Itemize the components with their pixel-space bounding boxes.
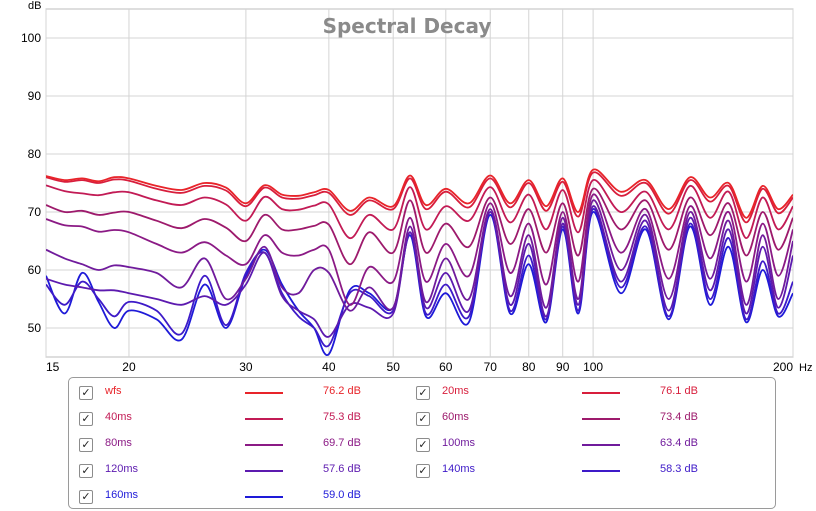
legend-series-name: 80ms xyxy=(105,437,132,449)
legend-series-value: 58.3 dB xyxy=(660,463,698,475)
legend-series-value: 59.0 dB xyxy=(323,489,361,501)
legend-series-name: 100ms xyxy=(442,437,476,449)
y-tick-label: 60 xyxy=(28,263,42,277)
spectral-decay-chart: 50 60 70 80 90 100 15 20 30 40 50 60 70 80 90 100 200 d… xyxy=(21,0,812,374)
legend-series-value: 76.2 dB xyxy=(323,385,361,397)
series-line-20ms xyxy=(46,171,793,224)
series-lines xyxy=(46,168,793,356)
y-tick-label: 80 xyxy=(28,147,42,161)
x-tick-label: 80 xyxy=(522,360,536,374)
plot-area xyxy=(45,8,794,358)
x-tick-label: 90 xyxy=(556,360,570,374)
legend-series-name: 40ms xyxy=(105,411,132,423)
x-axis-unit: Hz xyxy=(799,362,812,374)
x-tick-label: 70 xyxy=(484,360,498,374)
legend-item-140ms: ✓ 140ms 58.3 dB xyxy=(406,460,746,482)
legend-line-swatch xyxy=(245,496,283,498)
series-line-wfs xyxy=(46,168,793,219)
series-line-40ms xyxy=(46,179,793,240)
legend-item-40ms: ✓ 40ms 75.3 dB xyxy=(69,408,409,430)
x-tick-label: 100 xyxy=(583,360,603,374)
legend-line-swatch xyxy=(582,418,620,420)
legend-checkbox-60ms[interactable]: ✓ xyxy=(416,412,430,426)
legend-series-value: 73.4 dB xyxy=(660,411,698,423)
y-tick-label: 90 xyxy=(28,89,42,103)
y-tick-label: 50 xyxy=(28,321,42,335)
legend-item-120ms: ✓ 120ms 57.6 dB xyxy=(69,460,409,482)
series-line-120ms xyxy=(46,205,793,338)
legend-checkbox-20ms[interactable]: ✓ xyxy=(416,386,430,400)
x-tick-label: 30 xyxy=(239,360,253,374)
legend-item-80ms: ✓ 80ms 69.7 dB xyxy=(69,434,409,456)
legend-line-swatch xyxy=(582,392,620,394)
legend-series-value: 75.3 dB xyxy=(323,411,361,423)
legend-line-swatch xyxy=(245,418,283,420)
legend-series-name: 120ms xyxy=(105,463,139,475)
legend-checkbox-140ms[interactable]: ✓ xyxy=(416,464,430,478)
legend-series-name: 60ms xyxy=(442,411,469,423)
legend-series-value: 57.6 dB xyxy=(323,463,361,475)
x-tick-label: 60 xyxy=(439,360,453,374)
x-tick-label: 15 xyxy=(46,360,60,374)
legend-item-160ms: ✓ 160ms 59.0 dB xyxy=(69,486,409,508)
legend-line-swatch xyxy=(582,444,620,446)
legend-series-name: 160ms xyxy=(105,489,139,501)
legend-item-100ms: ✓ 100ms 63.4 dB xyxy=(406,434,746,456)
y-tick-label: 100 xyxy=(21,31,41,45)
legend-series-value: 76.1 dB xyxy=(660,385,698,397)
legend-line-swatch xyxy=(582,470,620,472)
legend-checkbox-100ms[interactable]: ✓ xyxy=(416,438,430,452)
x-tick-label: 20 xyxy=(122,360,136,374)
legend-line-swatch xyxy=(245,392,283,394)
series-line-80ms xyxy=(46,193,793,306)
legend-line-swatch xyxy=(245,470,283,472)
legend-checkbox-120ms[interactable]: ✓ xyxy=(79,464,93,478)
legend-series-name: 140ms xyxy=(442,463,476,475)
chart-title: Spectral Decay xyxy=(323,14,492,38)
legend-checkbox-160ms[interactable]: ✓ xyxy=(79,490,93,504)
series-line-100ms xyxy=(46,199,793,312)
legend-line-swatch xyxy=(245,444,283,446)
legend-item-20ms: ✓ 20ms 76.1 dB xyxy=(406,382,746,404)
legend: ✓ wfs 76.2 dB ✓ 20ms 76.1 dB ✓ 40ms 75.3 dB ✓ 60ms… xyxy=(68,377,776,509)
legend-series-name: 20ms xyxy=(442,385,469,397)
x-axis-ticks: 15 20 30 40 50 60 70 80 90 100 200 xyxy=(46,360,793,374)
legend-item-wfs: ✓ wfs 76.2 dB xyxy=(69,382,409,404)
legend-series-value: 63.4 dB xyxy=(660,437,698,449)
series-line-60ms xyxy=(46,187,793,266)
y-axis-ticks: 50 60 70 80 90 100 xyxy=(21,31,41,335)
x-tick-label: 40 xyxy=(322,360,336,374)
legend-checkbox-wfs[interactable]: ✓ xyxy=(79,386,93,400)
y-axis-unit: dB xyxy=(28,0,41,12)
legend-series-name: wfs xyxy=(105,385,122,397)
legend-series-value: 69.7 dB xyxy=(323,437,361,449)
x-tick-label: 200 xyxy=(773,360,793,374)
legend-checkbox-40ms[interactable]: ✓ xyxy=(79,412,93,426)
legend-checkbox-80ms[interactable]: ✓ xyxy=(79,438,93,452)
legend-item-60ms: ✓ 60ms 73.4 dB xyxy=(406,408,746,430)
x-tick-label: 50 xyxy=(387,360,401,374)
y-tick-label: 70 xyxy=(28,205,42,219)
